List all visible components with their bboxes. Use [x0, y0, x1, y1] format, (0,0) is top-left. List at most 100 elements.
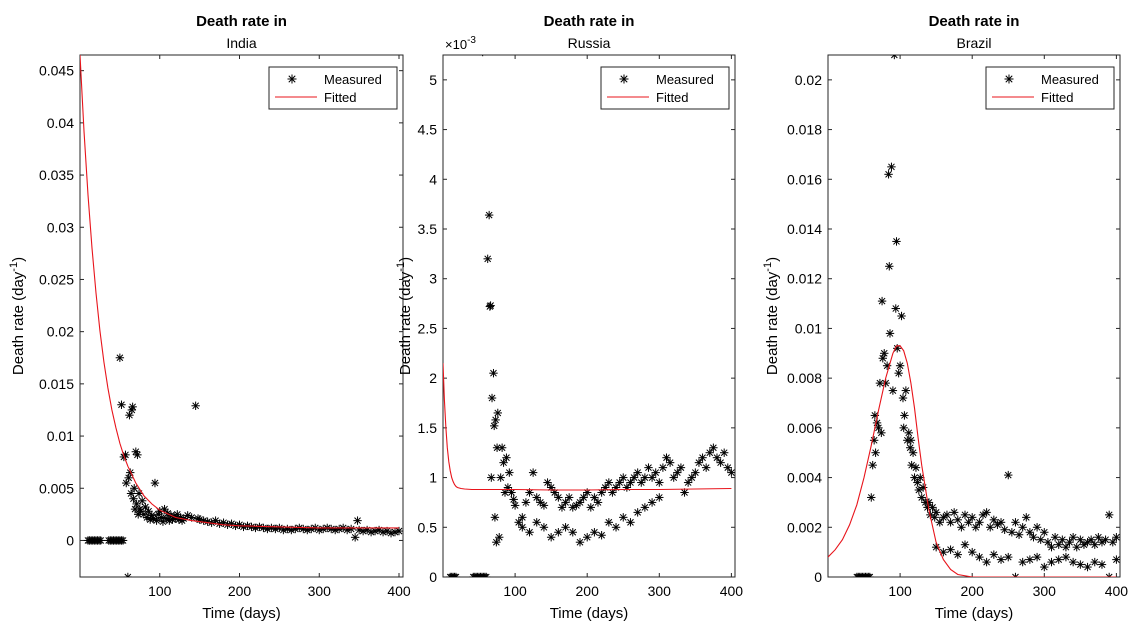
- measured-point: [487, 393, 497, 403]
- measured-point: [872, 418, 882, 428]
- y-tick-label: 0.014: [787, 221, 822, 237]
- marker-stroke: [554, 528, 562, 536]
- marker-stroke: [487, 302, 494, 309]
- measured-point: [888, 386, 898, 395]
- marker-stroke: [954, 551, 962, 559]
- y-tick-label: 0.008: [787, 370, 822, 386]
- measured-point: [394, 526, 403, 536]
- marker-stroke: [533, 494, 541, 501]
- legend-box: [985, 66, 1115, 110]
- axis-multiplier-exponent: -3: [467, 35, 476, 46]
- marker-stroke: [947, 518, 954, 526]
- marker-stroke: [1026, 556, 1034, 563]
- measured-point: [546, 533, 556, 542]
- marker-stroke: [130, 495, 137, 503]
- marker-stroke: [990, 551, 998, 559]
- measured-point: [499, 458, 508, 467]
- marker-stroke: [449, 573, 454, 577]
- marker-stroke: [709, 444, 717, 452]
- marker-stroke: [569, 528, 577, 536]
- measured-point: [975, 518, 984, 527]
- measured-point: [989, 550, 999, 559]
- measured-point: [890, 55, 899, 60]
- marker-stroke: [479, 573, 485, 577]
- measured-point: [118, 536, 128, 545]
- marker-stroke: [488, 394, 496, 402]
- marker-stroke: [954, 516, 962, 524]
- marker-stroke: [1022, 513, 1030, 521]
- legend: Measured Fitted: [600, 66, 730, 110]
- marker-stroke: [1091, 541, 1099, 549]
- marker-stroke: [116, 354, 124, 362]
- measured-point: [871, 448, 880, 457]
- x-tick-label: 300: [308, 583, 332, 599]
- marker-stroke: [875, 424, 882, 432]
- measured-point: [619, 513, 628, 522]
- y-tick-label: 0.016: [787, 171, 822, 187]
- measured-point: [480, 572, 490, 577]
- marker-stroke: [958, 523, 965, 531]
- measured-point: [510, 501, 520, 510]
- y-axis-label-close: ): [397, 257, 414, 262]
- marker-stroke: [1044, 538, 1052, 546]
- marker-stroke: [503, 454, 510, 462]
- measured-point: [898, 393, 908, 403]
- marker-stroke: [918, 494, 926, 501]
- measured-point: [691, 468, 700, 477]
- measured-point: [608, 488, 617, 497]
- legend-label-measured: Measured: [1041, 72, 1099, 87]
- marker-stroke: [129, 403, 137, 411]
- marker-stroke: [505, 469, 513, 476]
- marker-stroke: [451, 573, 456, 577]
- y-tick-label: 0.005: [39, 480, 74, 496]
- marker-stroke: [968, 513, 976, 521]
- marker-stroke: [924, 504, 931, 511]
- marker-stroke: [1084, 563, 1091, 571]
- measured-point: [568, 528, 577, 537]
- marker-stroke: [663, 454, 670, 462]
- marker-stroke: [367, 528, 375, 536]
- measured-point: [935, 518, 944, 527]
- y-tick-label: 0.03: [47, 219, 74, 235]
- marker-stroke: [1102, 536, 1109, 544]
- measured-point: [503, 483, 513, 492]
- marker-stroke: [562, 499, 569, 506]
- measured-point: [611, 523, 621, 532]
- measured-point: [575, 498, 585, 507]
- marker-stroke: [619, 474, 627, 481]
- measured-point: [590, 528, 599, 537]
- measured-point: [874, 423, 883, 433]
- marker-stroke: [876, 379, 884, 387]
- plot-content: [443, 55, 735, 577]
- y-tick-label: 2: [429, 370, 437, 386]
- marker-stroke: [943, 511, 951, 519]
- measured-point: [917, 493, 926, 502]
- measured-point: [1090, 540, 1099, 549]
- measured-point: [597, 488, 606, 497]
- measured-point: [892, 237, 901, 246]
- y-tick-label: 0.01: [47, 428, 74, 444]
- marker-stroke: [713, 454, 721, 462]
- legend-marker-measured: [287, 74, 297, 84]
- measured-point: [521, 498, 531, 507]
- marker-stroke: [598, 531, 605, 539]
- marker-stroke: [1062, 543, 1070, 551]
- measured-point: [658, 463, 668, 472]
- marker-stroke: [240, 523, 247, 531]
- marker-stroke: [702, 464, 710, 472]
- marker-stroke: [491, 513, 499, 521]
- measured-point: [885, 329, 895, 338]
- measured-point: [864, 572, 873, 577]
- measured-point: [982, 557, 991, 567]
- x-tick-label: 300: [648, 583, 672, 599]
- marker-stroke: [864, 573, 870, 577]
- measured-point: [497, 443, 507, 452]
- marker-stroke: [688, 474, 696, 481]
- marker-stroke: [648, 474, 656, 481]
- y-tick-label: 0.006: [787, 420, 822, 436]
- marker-stroke: [929, 504, 936, 511]
- marker-stroke: [200, 517, 207, 525]
- marker-stroke: [896, 362, 904, 370]
- marker-stroke: [132, 448, 140, 456]
- marker-stroke: [383, 527, 391, 535]
